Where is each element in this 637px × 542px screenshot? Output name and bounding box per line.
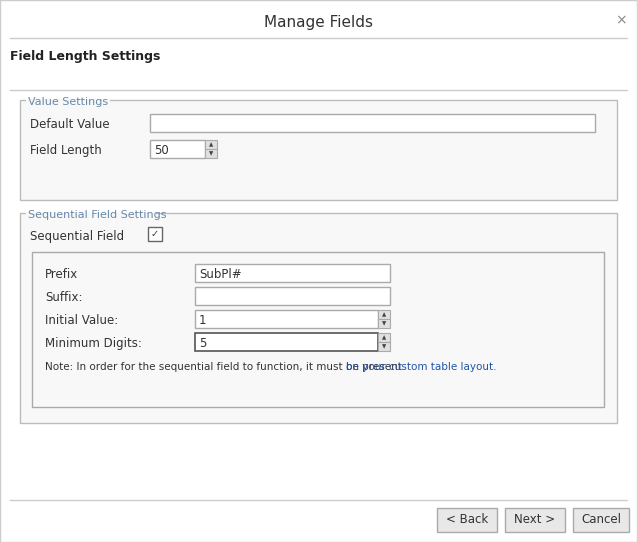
Bar — [378, 333, 390, 342]
Text: SubPl#: SubPl# — [199, 268, 241, 281]
Bar — [205, 140, 217, 149]
Bar — [150, 140, 205, 158]
Bar — [20, 100, 617, 200]
Text: Value Settings: Value Settings — [28, 97, 108, 107]
Bar — [195, 264, 390, 282]
Text: ▲: ▲ — [382, 312, 386, 317]
Bar — [150, 114, 595, 132]
Text: Cancel: Cancel — [581, 513, 621, 526]
Text: 5: 5 — [199, 337, 206, 350]
Text: ×: × — [615, 13, 627, 27]
Text: ▲: ▲ — [209, 142, 213, 147]
Bar — [26, 212, 156, 222]
Text: on your custom table layout.: on your custom table layout. — [346, 362, 496, 372]
Text: ▼: ▼ — [382, 321, 386, 326]
Text: Field Length Settings: Field Length Settings — [10, 50, 161, 63]
Text: Next >: Next > — [515, 513, 555, 526]
Text: < Back: < Back — [446, 513, 488, 526]
Bar — [195, 333, 378, 351]
Bar — [505, 508, 565, 532]
Text: Sequential Field: Sequential Field — [30, 230, 124, 243]
Bar — [148, 227, 162, 241]
Bar — [437, 508, 497, 532]
Text: ▼: ▼ — [382, 344, 386, 349]
Text: Sequential Field Settings: Sequential Field Settings — [28, 210, 166, 220]
Bar — [20, 213, 617, 423]
Text: Note: In order for the sequential field to function, it must be present: Note: In order for the sequential field … — [45, 362, 405, 372]
Bar — [573, 508, 629, 532]
Bar — [195, 310, 378, 328]
Text: ▲: ▲ — [382, 335, 386, 340]
Text: 1: 1 — [199, 314, 206, 327]
Text: Suffix:: Suffix: — [45, 291, 83, 304]
Text: Manage Fields: Manage Fields — [264, 15, 373, 30]
Text: ▼: ▼ — [209, 151, 213, 156]
Text: Prefix: Prefix — [45, 268, 78, 281]
Text: ✓: ✓ — [151, 229, 159, 239]
Text: Initial Value:: Initial Value: — [45, 314, 118, 327]
Bar — [378, 319, 390, 328]
Bar — [195, 287, 390, 305]
Bar — [205, 149, 217, 158]
Bar — [378, 342, 390, 351]
Text: 50: 50 — [154, 144, 169, 157]
Text: Minimum Digits:: Minimum Digits: — [45, 337, 142, 350]
Text: Field Length: Field Length — [30, 144, 102, 157]
Bar — [32, 252, 604, 407]
Bar — [378, 310, 390, 319]
Text: Default Value: Default Value — [30, 118, 110, 131]
Bar — [26, 99, 110, 109]
